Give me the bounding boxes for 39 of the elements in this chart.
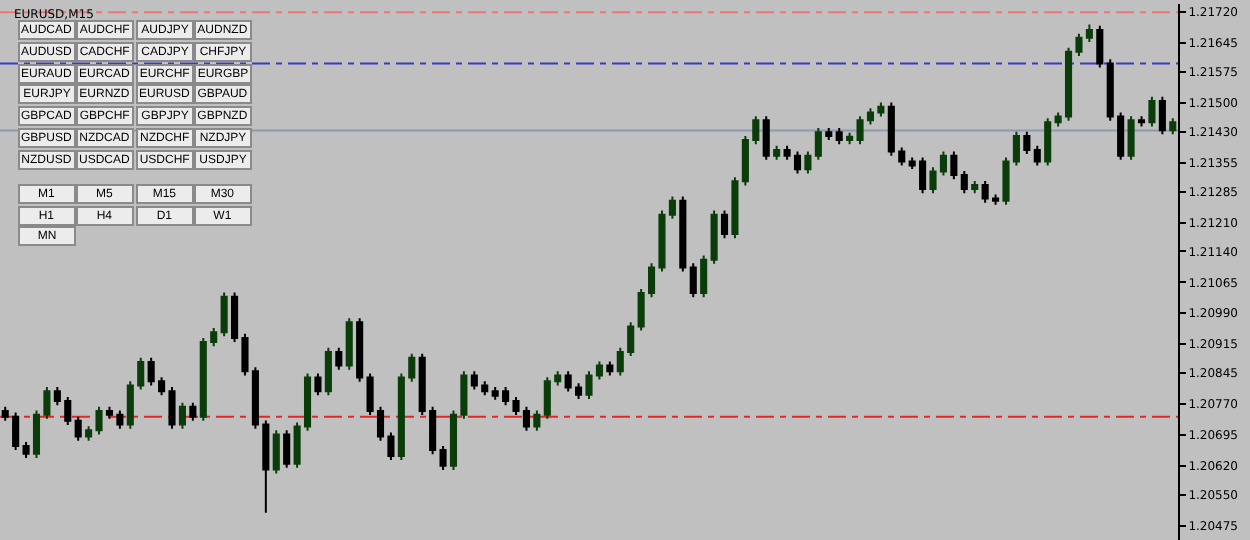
candlestick <box>533 409 541 432</box>
candlestick <box>689 262 697 299</box>
candlestick <box>762 115 770 161</box>
candlestick <box>835 127 843 146</box>
candlestick <box>324 346 332 397</box>
candlestick <box>846 131 854 146</box>
candlestick <box>1033 144 1041 167</box>
candlestick <box>178 401 186 430</box>
candlestick <box>710 209 718 265</box>
candlestick <box>220 291 228 338</box>
candlestick <box>804 150 812 175</box>
candlestick <box>950 150 958 181</box>
candlestick <box>345 317 353 371</box>
candlestick <box>971 179 979 195</box>
candlestick <box>1169 117 1177 136</box>
candlestick <box>1127 115 1135 161</box>
candlestick <box>700 254 708 299</box>
candlestick <box>1096 24 1104 69</box>
candlestick <box>22 440 30 459</box>
candlestick <box>189 401 197 422</box>
candlestick <box>606 360 614 377</box>
candlestick <box>773 144 781 161</box>
candlestick <box>356 317 364 383</box>
candlestick <box>1158 95 1166 136</box>
candlestick <box>74 415 82 442</box>
candlestick <box>814 127 822 161</box>
candlestick <box>720 209 729 240</box>
candlestick <box>679 195 687 273</box>
candlestick <box>283 429 291 469</box>
candlestick <box>960 169 968 195</box>
candlestick <box>439 445 447 471</box>
candlestick <box>1137 115 1146 128</box>
candlestick <box>335 346 343 371</box>
candlestick <box>1023 130 1031 156</box>
candlestick <box>314 372 322 397</box>
candlestick <box>1148 95 1156 128</box>
candlestick <box>1044 117 1052 167</box>
candlestick <box>825 127 833 142</box>
candlestick <box>272 429 280 475</box>
